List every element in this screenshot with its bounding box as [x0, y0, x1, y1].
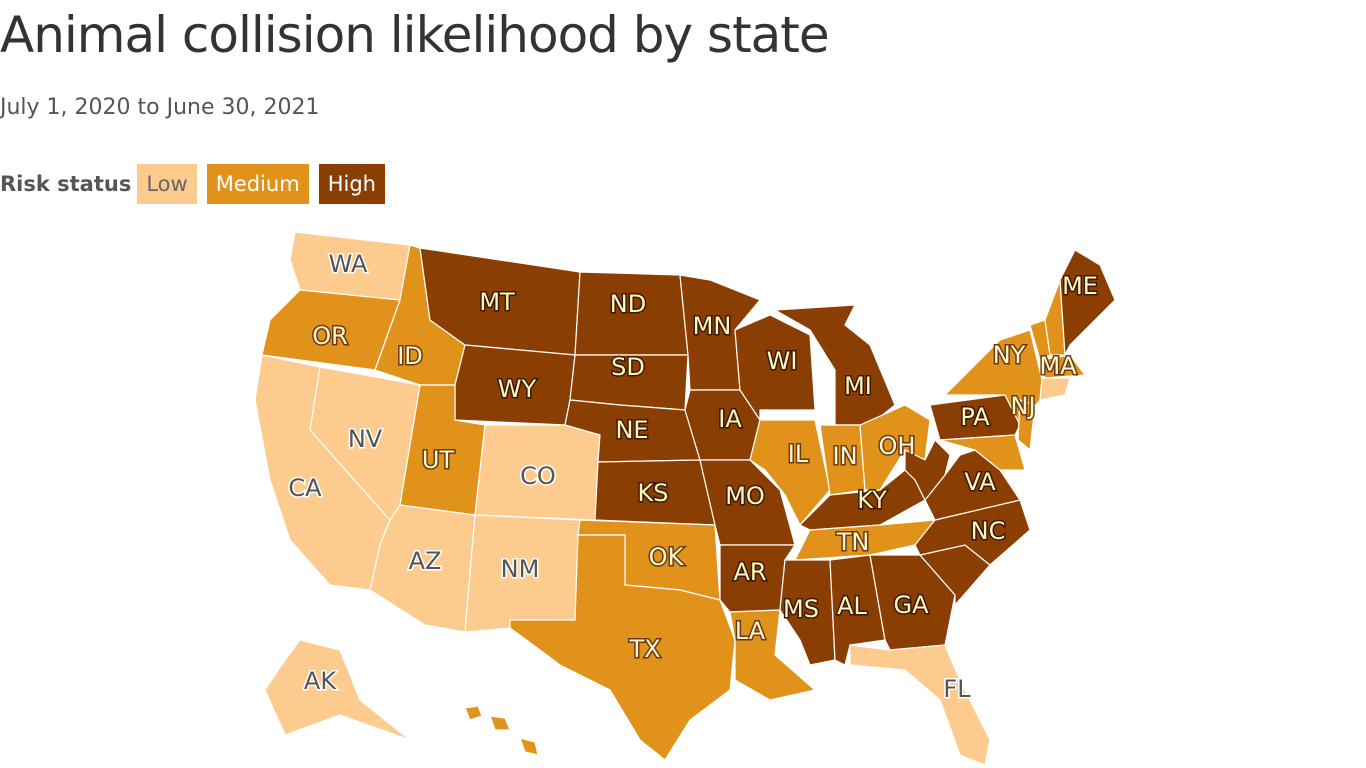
legend-item: High [318, 164, 385, 204]
state-label: ND [610, 290, 646, 318]
state-shape [939, 434, 1026, 471]
state-label: SD [611, 353, 645, 381]
state-label: CA [288, 474, 322, 502]
state-label: MI [844, 372, 872, 400]
state-shape [749, 419, 831, 527]
state-shape [929, 394, 1021, 441]
state-shape [519, 737, 539, 756]
state-label: GA [893, 591, 929, 619]
state-shape [264, 639, 411, 741]
state-shape [904, 438, 951, 502]
state-label: NC [971, 517, 1006, 545]
state-label: NM [501, 555, 540, 583]
state-label: WA [329, 250, 368, 278]
state-shape [1059, 249, 1116, 358]
state-label: AZ [409, 547, 442, 575]
state-shape [1039, 354, 1087, 379]
state-label: UT [422, 446, 455, 474]
state-label: CO [520, 462, 556, 490]
state-label: TX [628, 635, 660, 663]
legend-item: Medium [206, 164, 309, 204]
state-label: TN [836, 528, 870, 556]
state-shape [1017, 399, 1036, 452]
state-label: AL [837, 592, 867, 620]
state-label: KY [857, 486, 887, 514]
legend-label: Risk status [0, 172, 132, 196]
state-label: ID [397, 342, 423, 370]
title: Animal collision likelihood by state [0, 6, 830, 64]
state-label: KS [638, 479, 669, 507]
state-label: PA [960, 403, 990, 431]
state-label: AR [733, 558, 766, 586]
state-label: FL [943, 675, 971, 703]
state-shape [729, 609, 817, 701]
state-shape [1039, 377, 1071, 401]
subtitle: July 1, 2020 to June 30, 2021 [0, 95, 320, 120]
state-label: WI [767, 347, 798, 375]
state-label: NY [993, 341, 1026, 369]
state-shape [261, 289, 401, 371]
state-shape [464, 705, 483, 721]
state-label: VA [964, 468, 996, 496]
legend: Risk status Low Medium High [0, 164, 395, 204]
state-shape [489, 715, 511, 731]
state-label: NV [348, 425, 383, 453]
state-shape [509, 534, 736, 761]
state-label: MT [479, 288, 515, 316]
state-label: WY [498, 375, 537, 403]
state-label: MA [1039, 352, 1077, 380]
state-label: AK [304, 667, 337, 695]
state-shape [849, 644, 991, 766]
state-label: OH [879, 432, 916, 460]
state-shape [734, 314, 816, 422]
state-label: MS [783, 595, 819, 623]
legend-item: Low [137, 164, 197, 204]
state-label: IA [718, 405, 742, 433]
state-label: NJ [1010, 392, 1035, 420]
state-label: OR [312, 322, 348, 350]
state-label: LA [735, 617, 766, 645]
state-label: ME [1062, 272, 1098, 300]
state-label: IL [788, 440, 809, 468]
state-label: MN [693, 312, 732, 340]
state-label: MO [725, 482, 765, 510]
state-label: NE [615, 416, 648, 444]
state-label: IN [832, 442, 857, 470]
state-label: OK [649, 543, 685, 571]
